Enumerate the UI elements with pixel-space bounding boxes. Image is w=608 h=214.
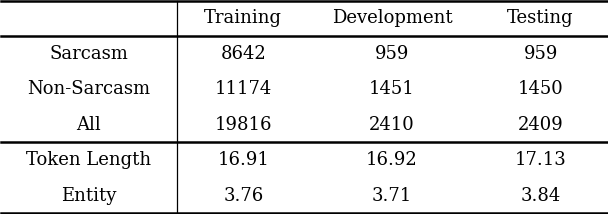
Text: All: All [76,116,101,134]
Text: 959: 959 [375,45,409,63]
Text: 2410: 2410 [369,116,415,134]
Text: 1451: 1451 [369,80,415,98]
Text: Development: Development [331,9,452,27]
Text: 1450: 1450 [517,80,564,98]
Text: Entity: Entity [61,187,116,205]
Text: Token Length: Token Length [26,151,151,169]
Text: 17.13: 17.13 [515,151,567,169]
Text: 2409: 2409 [517,116,564,134]
Text: 3.71: 3.71 [372,187,412,205]
Text: Sarcasm: Sarcasm [49,45,128,63]
Text: Testing: Testing [507,9,574,27]
Text: 16.92: 16.92 [366,151,418,169]
Text: 8642: 8642 [221,45,266,63]
Text: 3.84: 3.84 [520,187,561,205]
Text: 11174: 11174 [215,80,272,98]
Text: 3.76: 3.76 [223,187,263,205]
Text: 16.91: 16.91 [218,151,269,169]
Text: 19816: 19816 [215,116,272,134]
Text: Training: Training [204,9,282,27]
Text: Non-Sarcasm: Non-Sarcasm [27,80,150,98]
Text: 959: 959 [523,45,558,63]
